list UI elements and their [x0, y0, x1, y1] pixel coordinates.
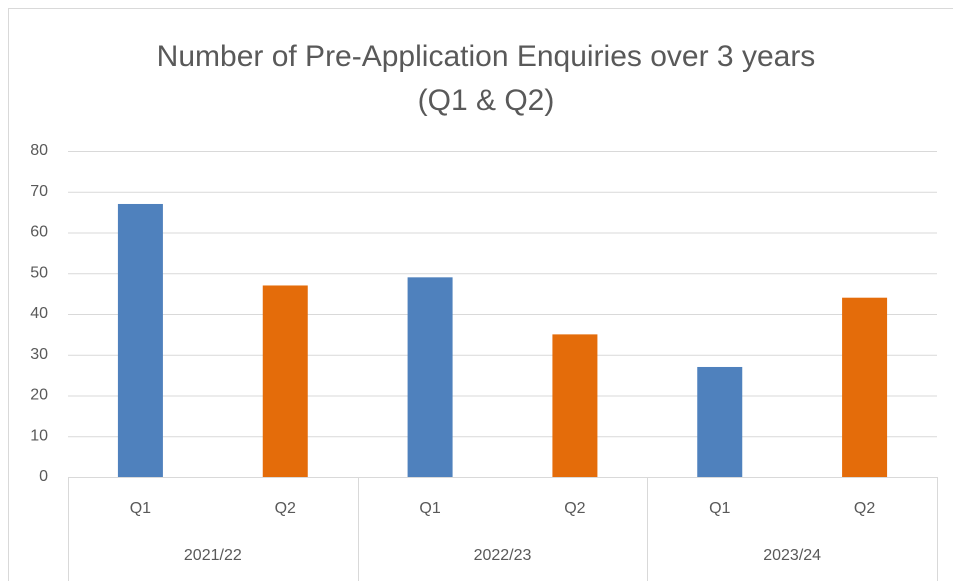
chart-title: Number of Pre-Application Enquiries over…	[157, 40, 816, 73]
y-tick-label: 70	[30, 183, 48, 200]
chart-border	[8, 8, 953, 581]
bar	[117, 203, 163, 477]
x-tick-label: Q1	[130, 500, 151, 517]
y-tick-label: 0	[39, 468, 48, 485]
y-tick-label: 10	[30, 427, 48, 444]
y-tick-label: 60	[30, 224, 48, 241]
x-tick-label: Q2	[275, 500, 296, 517]
x-tick-label: Q2	[564, 500, 585, 517]
group-label: 2023/24	[763, 547, 821, 564]
x-tick-label: Q1	[709, 500, 730, 517]
bar	[407, 277, 453, 477]
bar	[842, 297, 888, 477]
x-tick-label: Q2	[854, 500, 875, 517]
bar	[697, 366, 743, 477]
bar	[552, 334, 598, 477]
group-label: 2021/22	[184, 547, 242, 564]
group-label: 2022/23	[474, 547, 532, 564]
y-tick-label: 30	[30, 346, 48, 363]
y-tick-label: 40	[30, 305, 48, 322]
x-tick-label: Q1	[419, 500, 440, 517]
chart-title: (Q1 & Q2)	[418, 84, 555, 117]
y-tick-label: 20	[30, 387, 48, 404]
bar	[262, 285, 308, 477]
y-tick-label: 80	[30, 142, 48, 159]
y-tick-label: 50	[30, 264, 48, 281]
